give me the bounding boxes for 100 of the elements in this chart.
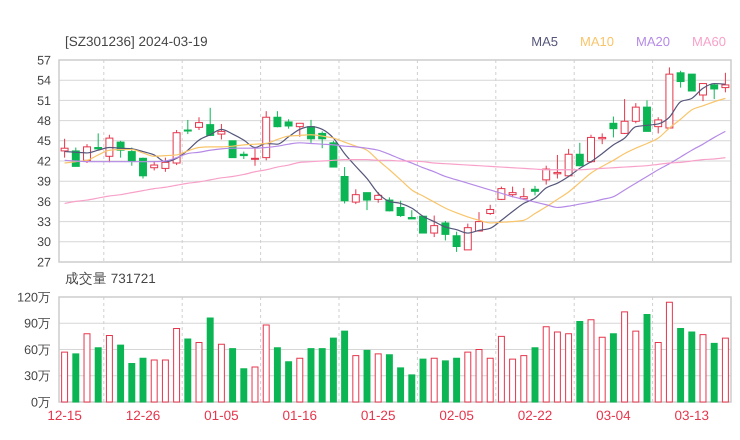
bar: [72, 353, 80, 402]
candlestick: [620, 98, 629, 135]
candlestick: [150, 160, 158, 171]
candlestick: [531, 185, 539, 196]
chart-title: [SZ301236] 2024-03-19: [65, 34, 208, 49]
bar: [610, 333, 617, 402]
bar: [677, 328, 684, 402]
line-series: [64, 130, 726, 208]
candlestick: [184, 119, 192, 135]
bar: [162, 360, 169, 402]
bar: [285, 361, 292, 402]
candlestick: [464, 223, 472, 250]
bar: [498, 336, 505, 402]
y-tick-label: 60万: [24, 342, 51, 357]
bar: [94, 347, 102, 402]
candlestick: [452, 231, 461, 252]
bar: [486, 358, 494, 402]
candlestick: [676, 70, 685, 88]
bar: [554, 332, 561, 402]
bar: [430, 358, 438, 402]
bar: [364, 350, 370, 402]
bar: [688, 332, 696, 402]
candlestick: [710, 83, 718, 100]
candlestick: [94, 132, 102, 151]
x-tick-label: 01-25: [360, 408, 396, 423]
text: MA10: [580, 34, 614, 49]
bar: [61, 352, 68, 402]
x-tick-label: 01-16: [282, 408, 318, 423]
bar: [341, 330, 348, 402]
candlestick: [486, 204, 494, 216]
y-tick-label: 42: [37, 154, 52, 168]
candlestick: [217, 123, 226, 140]
text: MA20: [636, 34, 670, 49]
bar: [476, 349, 482, 402]
y-tick-label: 27: [37, 255, 52, 270]
candlestick: [195, 116, 203, 131]
bar: [644, 314, 650, 402]
bar: [565, 333, 572, 402]
bar: [240, 368, 248, 402]
bar: [588, 319, 594, 402]
bar: [520, 355, 528, 402]
x-tick-label: 12-15: [47, 408, 82, 423]
y-tick-label: 51: [37, 94, 52, 108]
candlestick: [284, 118, 293, 130]
bar: [710, 342, 718, 402]
x-tick-label: 03-04: [596, 408, 632, 423]
bar: [196, 342, 202, 402]
bar: [386, 354, 393, 402]
candlestick: [206, 107, 214, 137]
bar: [576, 321, 584, 402]
candlestick: [688, 74, 696, 92]
bar: [218, 344, 225, 402]
candlestick: [352, 188, 360, 205]
y-tick-label: 30万: [24, 369, 51, 384]
bar: [374, 353, 382, 402]
candlestick: [564, 148, 573, 177]
candlestick: [251, 148, 259, 166]
bar: [632, 330, 640, 402]
text: MA5: [531, 34, 558, 49]
candlestick: [721, 72, 730, 93]
candlestick: [508, 186, 517, 198]
bar: [262, 324, 270, 402]
bar: [408, 374, 416, 402]
candlestick: [598, 132, 606, 145]
bar: [140, 358, 146, 402]
x-tick-label: 12-26: [126, 408, 160, 423]
y-tick-label: 33: [37, 214, 52, 229]
candlestick: [576, 142, 584, 167]
bar: [621, 311, 628, 402]
bar: [453, 358, 460, 402]
bar: [128, 363, 136, 402]
bar: [654, 342, 662, 402]
bar: [117, 344, 124, 402]
candlestick: [374, 191, 382, 204]
candlestick: [609, 116, 618, 138]
bar: [420, 358, 426, 402]
y-tick-label: 48: [37, 114, 52, 128]
candlestick: [161, 157, 170, 172]
candlestick: [441, 220, 450, 241]
bar: [296, 358, 304, 402]
bar: [397, 367, 404, 402]
bar: [442, 360, 449, 402]
candlestick: [396, 200, 405, 218]
x-tick-label: 03-13: [674, 408, 710, 423]
bar: [509, 358, 516, 402]
bar: [252, 366, 258, 402]
y-tick-label: 45: [37, 134, 52, 148]
x-tick-label: 02-22: [518, 408, 552, 423]
x-tick-label: 01-05: [204, 408, 239, 423]
bar: [173, 328, 180, 402]
x-tick-label: 02-05: [439, 408, 474, 423]
bar: [700, 334, 706, 402]
y-tick-label: 90万: [24, 316, 51, 331]
candlestick: [363, 192, 371, 211]
bar: [106, 335, 113, 402]
candlestick: [128, 147, 136, 166]
bar: [308, 348, 314, 402]
bar: [464, 352, 472, 402]
bar: [84, 333, 90, 402]
y-tick-label: 36: [37, 194, 52, 209]
